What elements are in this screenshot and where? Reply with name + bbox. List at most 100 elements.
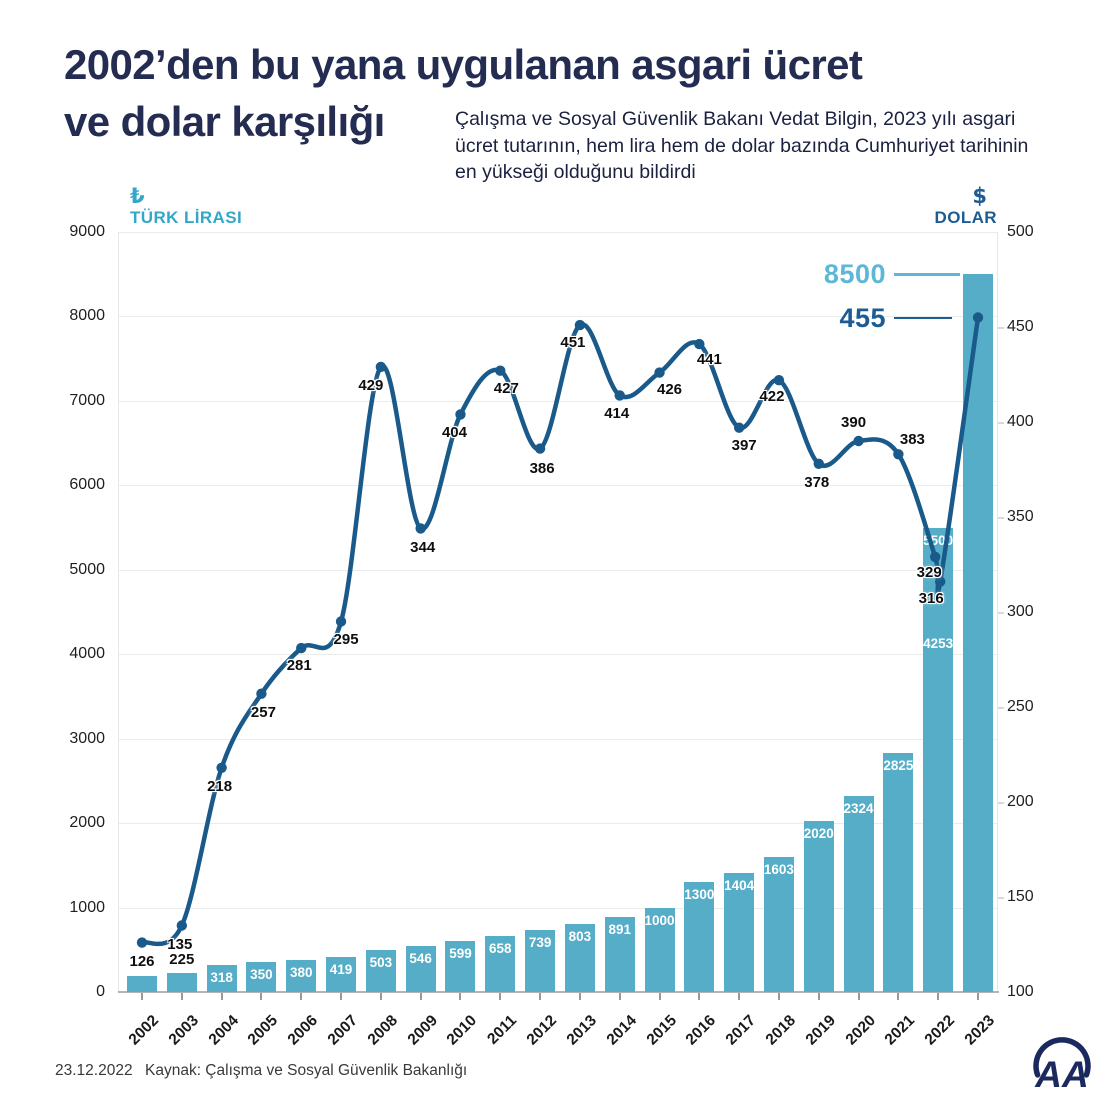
line-value-label: 427 xyxy=(493,379,519,397)
line-value-label: 404 xyxy=(441,424,467,442)
gridline xyxy=(118,400,997,402)
line-point-2017 xyxy=(733,422,745,433)
bar-value-label: 503 xyxy=(369,954,393,970)
gridline xyxy=(118,654,997,656)
bar-value-label: 803 xyxy=(568,929,592,945)
line-point-2006 xyxy=(296,642,307,654)
y-axis-left-tick: 9000 xyxy=(69,223,105,240)
line-point-2004 xyxy=(216,762,227,773)
bar-2019 xyxy=(803,821,834,992)
line-point-2015 xyxy=(654,367,665,378)
bar-value-label: 318 xyxy=(210,970,233,986)
right-axis-tick-mark xyxy=(997,707,1004,709)
line-value-label: 451 xyxy=(560,334,586,352)
line-value-label: 397 xyxy=(731,436,757,454)
line-value-label: 344 xyxy=(410,539,436,557)
x-axis-tick-mark xyxy=(300,993,303,1000)
bar-value-label: 599 xyxy=(449,946,472,962)
bar-value-label: 739 xyxy=(528,934,552,950)
bar-value-label: 658 xyxy=(489,941,512,957)
right-axis-tick-mark xyxy=(997,422,1004,424)
x-axis-tick-mark xyxy=(260,993,263,1000)
bar-value-label: 1603 xyxy=(763,861,794,877)
right-axis-tick-mark xyxy=(997,802,1004,804)
line-point-2018 xyxy=(773,375,785,386)
left-axis-line xyxy=(118,232,119,992)
y-axis-right-tick: 250 xyxy=(1007,698,1034,715)
x-axis-line xyxy=(118,991,999,993)
y-axis-right-tick: 350 xyxy=(1007,508,1034,525)
line-value-label: 135 xyxy=(167,935,193,953)
bar-value-label: 419 xyxy=(329,961,353,977)
right-axis-header: $ DOLAR xyxy=(870,184,997,228)
bar-value-label: 2324 xyxy=(843,800,874,816)
line-value-label: 390 xyxy=(841,414,867,431)
line-point-2008 xyxy=(375,361,387,373)
line-value-label: 329 xyxy=(916,563,942,581)
gridline xyxy=(118,569,997,571)
bar-value-label: 5500 xyxy=(923,532,954,548)
line-point-2014 xyxy=(614,390,625,401)
x-axis-tick-mark xyxy=(777,993,780,1000)
line-point-2010 xyxy=(455,409,466,420)
line-point-2019 xyxy=(813,458,824,469)
publish-date: 23.12.2022 xyxy=(55,1062,133,1079)
line-point-2011 xyxy=(495,365,506,376)
x-axis-tick-mark xyxy=(379,993,382,1000)
x-axis-tick-mark xyxy=(618,993,621,1000)
bar-value-label: 546 xyxy=(409,950,432,966)
callout-leader-line xyxy=(894,316,952,319)
y-axis-left-tick: 3000 xyxy=(69,729,105,747)
x-axis-tick-mark xyxy=(459,993,462,1000)
x-axis-tick-mark xyxy=(499,993,502,1000)
line-value-label: 414 xyxy=(604,405,630,423)
line-value-label: 316 xyxy=(918,589,944,607)
callout-455: 455 xyxy=(839,302,886,333)
line-value-label: 378 xyxy=(804,473,830,491)
y-axis-right-tick: 500 xyxy=(1007,223,1034,240)
line-point-2012 xyxy=(534,443,546,454)
right-axis-title: DOLAR xyxy=(934,208,997,228)
y-axis-left-tick: 5000 xyxy=(69,560,105,578)
x-axis-tick-mark xyxy=(857,993,860,1000)
line-value-label: 281 xyxy=(286,657,312,675)
bar-value-label: 350 xyxy=(250,967,273,983)
y-axis-right-tick: 450 xyxy=(1007,318,1034,335)
y-axis-left-tick: 8000 xyxy=(69,307,105,325)
y-axis-left-tick: 4000 xyxy=(69,645,105,663)
bar-2023 xyxy=(962,274,993,992)
right-axis-tick-mark xyxy=(997,327,1004,329)
bar-value-label: 891 xyxy=(608,921,631,937)
bar-2009 xyxy=(405,945,436,992)
bar-2007 xyxy=(326,956,357,992)
x-axis-tick-mark xyxy=(539,993,542,1000)
line-point-2020 xyxy=(853,435,864,447)
bar-value-label: 225 xyxy=(169,951,195,968)
y-axis-left-tick: 1000 xyxy=(69,898,105,916)
bar-2020 xyxy=(843,795,874,992)
line-point-2003 xyxy=(176,920,188,931)
y-axis-right-tick: 100 xyxy=(1007,983,1034,1000)
line-point-2005 xyxy=(256,688,267,699)
line-value-label: 426 xyxy=(657,380,683,398)
x-axis-tick-mark xyxy=(141,993,143,1000)
right-axis-tick-mark xyxy=(997,517,1004,519)
line-value-label: 383 xyxy=(899,431,925,449)
gridline xyxy=(118,232,997,233)
line-value-label: 422 xyxy=(759,388,785,406)
bar-2003 xyxy=(166,973,197,992)
line-point-2016 xyxy=(694,338,705,350)
y-axis-right-tick: 150 xyxy=(1007,888,1034,905)
right-axis-tick-mark xyxy=(997,897,1004,899)
aa-agency-logo: AA xyxy=(1033,1037,1091,1095)
bar-2010 xyxy=(445,941,476,992)
bar-2008 xyxy=(365,949,396,992)
y-axis-left-tick: 6000 xyxy=(69,476,105,494)
x-axis-tick-mark xyxy=(698,993,701,1000)
line-point-2007 xyxy=(335,616,347,627)
x-axis-tick-mark xyxy=(220,993,223,1000)
x-axis-tick-mark xyxy=(897,993,900,1000)
line-value-label: 386 xyxy=(529,459,555,477)
bar-2021 xyxy=(883,753,914,992)
